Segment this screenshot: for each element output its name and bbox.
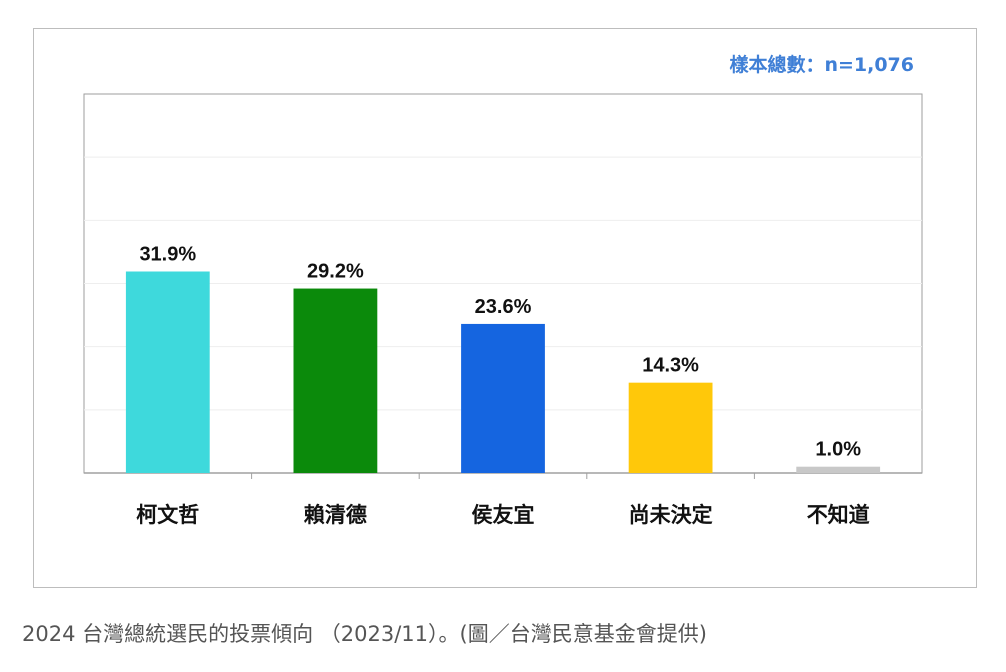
bar xyxy=(293,288,378,473)
bar xyxy=(461,323,545,473)
figure-caption: 2024 台灣總統選民的投票傾向 （2023/11）。(圖／台灣民意基金會提供) xyxy=(22,622,707,646)
data-label: 31.9% xyxy=(139,243,196,265)
bar-chart: 31.9% 柯文哲 29.2% 賴清德 23.6% 侯友宜 14.3% 尚未決定 1.0% 不知道 xyxy=(83,93,923,527)
category-label: 侯友宜 xyxy=(472,503,535,527)
bar xyxy=(796,466,881,473)
data-label: 14.3% xyxy=(642,355,699,377)
sample-size-note: 樣本總數：n=1,076 xyxy=(729,54,914,76)
data-label: 1.0% xyxy=(815,439,861,461)
category-label: 賴清德 xyxy=(304,503,367,527)
bar xyxy=(125,271,210,473)
category-label: 不知道 xyxy=(807,503,870,527)
bar xyxy=(628,382,713,473)
data-label: 29.2% xyxy=(307,261,364,283)
data-label: 23.6% xyxy=(475,296,532,318)
category-label: 尚未決定 xyxy=(629,503,713,527)
category-label: 柯文哲 xyxy=(136,503,199,527)
